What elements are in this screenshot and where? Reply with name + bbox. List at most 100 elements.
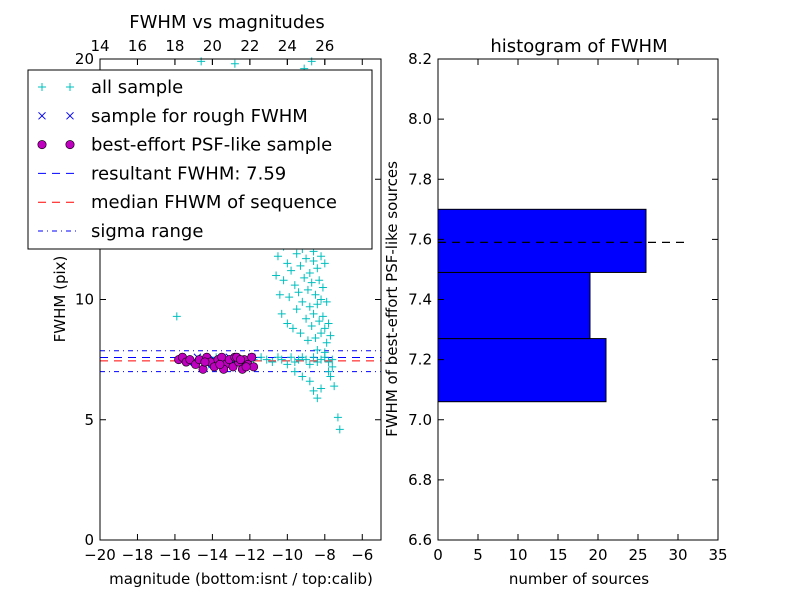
point-plus-82 bbox=[320, 259, 329, 268]
left-x-tick-label: −18 bbox=[122, 546, 154, 564]
left-top-x-tick-label: 22 bbox=[240, 37, 259, 55]
legend: all sample sample for rough FWHM best-effo… bbox=[27, 69, 373, 250]
point-plus-69 bbox=[311, 333, 320, 342]
point-plus-65 bbox=[309, 257, 318, 266]
point-plus-72 bbox=[313, 346, 322, 355]
point-circle-27 bbox=[236, 355, 246, 365]
point-plus-54 bbox=[302, 254, 311, 263]
left-x-axis-label: magnitude (bottom:isnt / top:calib) bbox=[109, 570, 373, 588]
legend-marker-1 bbox=[38, 111, 46, 120]
left-chart-title: FWHM vs magnitudes bbox=[129, 12, 324, 33]
legend-label-5: sigma range bbox=[91, 221, 203, 242]
right-y-tick-label: 7.0 bbox=[408, 411, 432, 429]
point-plus-84 bbox=[320, 348, 329, 357]
point-plus-22 bbox=[305, 360, 314, 369]
right-y-tick-label: 7.4 bbox=[408, 291, 432, 309]
point-plus-57 bbox=[303, 336, 312, 345]
point-plus-43 bbox=[290, 281, 299, 290]
point-plus-21 bbox=[302, 355, 311, 364]
point-plus-23 bbox=[309, 353, 318, 362]
point-circle-25 bbox=[200, 357, 210, 367]
legend-marker-2-b bbox=[65, 140, 75, 150]
point-plus-70 bbox=[313, 264, 322, 273]
right-chart: 0 5 10 15 20 25 30 35 6.6 6.8 7.0 7.2 7.4 7.6 7.8 8.0 8.… bbox=[383, 36, 728, 588]
left-x-tick-label: −20 bbox=[84, 546, 116, 564]
point-plus-92 bbox=[330, 382, 339, 391]
left-top-x-tick-label: 18 bbox=[165, 37, 184, 55]
point-plus-60 bbox=[305, 302, 314, 311]
right-x-tick-label: 20 bbox=[588, 546, 607, 564]
point-plus-63 bbox=[307, 321, 316, 330]
point-plus-68 bbox=[311, 290, 320, 299]
left-top-x-tick-label: 16 bbox=[128, 37, 147, 55]
legend-box bbox=[27, 69, 373, 250]
point-plus-117 bbox=[230, 59, 239, 68]
point-circle-24 bbox=[241, 362, 251, 372]
right-y-tick-label: 7.6 bbox=[408, 230, 432, 248]
point-plus-42 bbox=[288, 324, 297, 333]
point-plus-55 bbox=[302, 314, 311, 323]
legend-marker-1-b bbox=[66, 111, 74, 120]
right-y-tick-label: 7.2 bbox=[408, 351, 432, 369]
right-x-tick-label: 15 bbox=[548, 546, 567, 564]
right-y-tick-label: 8.2 bbox=[408, 50, 432, 68]
legend-entries: all sample sample for rough FWHM best-effo… bbox=[37, 77, 337, 242]
right-y-tick-label: 6.6 bbox=[408, 531, 432, 549]
right-x-axis-label: number of sources bbox=[509, 570, 649, 588]
point-plus-100 bbox=[290, 367, 299, 376]
point-circle-20 bbox=[247, 352, 257, 362]
left-y-axis-label: FWHM (pix) bbox=[51, 256, 69, 343]
point-plus-91 bbox=[328, 362, 337, 371]
point-plus-28 bbox=[328, 355, 337, 364]
legend-label-3: resultant FWHM: 7.59 bbox=[91, 163, 286, 184]
legend-marker-0 bbox=[38, 83, 46, 91]
left-x-tick-label: −12 bbox=[234, 546, 266, 564]
right-x-tick-label: 25 bbox=[628, 546, 647, 564]
point-plus-76 bbox=[317, 252, 326, 261]
left-y-tick-label: 5 bbox=[84, 411, 94, 429]
point-circle-26 bbox=[215, 359, 225, 369]
histogram-bar-2 bbox=[437, 208, 647, 273]
point-plus-62 bbox=[307, 278, 316, 287]
point-plus-11 bbox=[257, 353, 266, 362]
point-plus-86 bbox=[322, 338, 331, 347]
point-plus-59 bbox=[305, 269, 314, 278]
right-y-tick-label: 6.8 bbox=[408, 471, 432, 489]
point-plus-44 bbox=[292, 249, 301, 258]
point-plus-56 bbox=[303, 285, 312, 294]
point-plus-75 bbox=[315, 317, 324, 326]
right-y-tick-label: 7.8 bbox=[408, 170, 432, 188]
point-plus-37 bbox=[283, 319, 292, 328]
left-top-x-tick-label: 14 bbox=[90, 37, 109, 55]
point-plus-33 bbox=[277, 309, 286, 318]
point-plus-78 bbox=[317, 329, 326, 338]
point-plus-49 bbox=[296, 329, 305, 338]
point-plus-32 bbox=[275, 290, 284, 299]
point-plus-17 bbox=[287, 353, 296, 362]
point-plus-74 bbox=[315, 276, 324, 285]
left-y-tick-label: 20 bbox=[75, 50, 94, 68]
point-plus-83 bbox=[320, 324, 329, 333]
point-plus-51 bbox=[298, 297, 307, 306]
point-plus-16 bbox=[283, 360, 292, 369]
point-plus-98 bbox=[305, 377, 314, 386]
point-plus-96 bbox=[333, 413, 342, 422]
left-x-tick-label: −8 bbox=[314, 546, 336, 564]
point-plus-48 bbox=[296, 261, 305, 270]
right-chart-title: histogram of FWHM bbox=[490, 36, 667, 57]
point-plus-29 bbox=[272, 271, 281, 280]
point-plus-99 bbox=[298, 372, 307, 381]
left-y-tick-label: 0 bbox=[84, 531, 94, 549]
right-x-tick-label: 30 bbox=[668, 546, 687, 564]
point-plus-45 bbox=[292, 305, 301, 314]
left-top-x-tick-label: 24 bbox=[278, 37, 297, 55]
point-plus-80 bbox=[318, 283, 327, 292]
point-plus-12 bbox=[262, 355, 271, 364]
point-plus-77 bbox=[317, 295, 326, 304]
point-plus-52 bbox=[300, 273, 309, 282]
point-plus-40 bbox=[287, 266, 296, 275]
point-plus-97 bbox=[335, 425, 344, 434]
point-plus-71 bbox=[313, 300, 322, 309]
right-y-axis-label: FWHM of best-effort PSF-like sources bbox=[383, 161, 401, 437]
